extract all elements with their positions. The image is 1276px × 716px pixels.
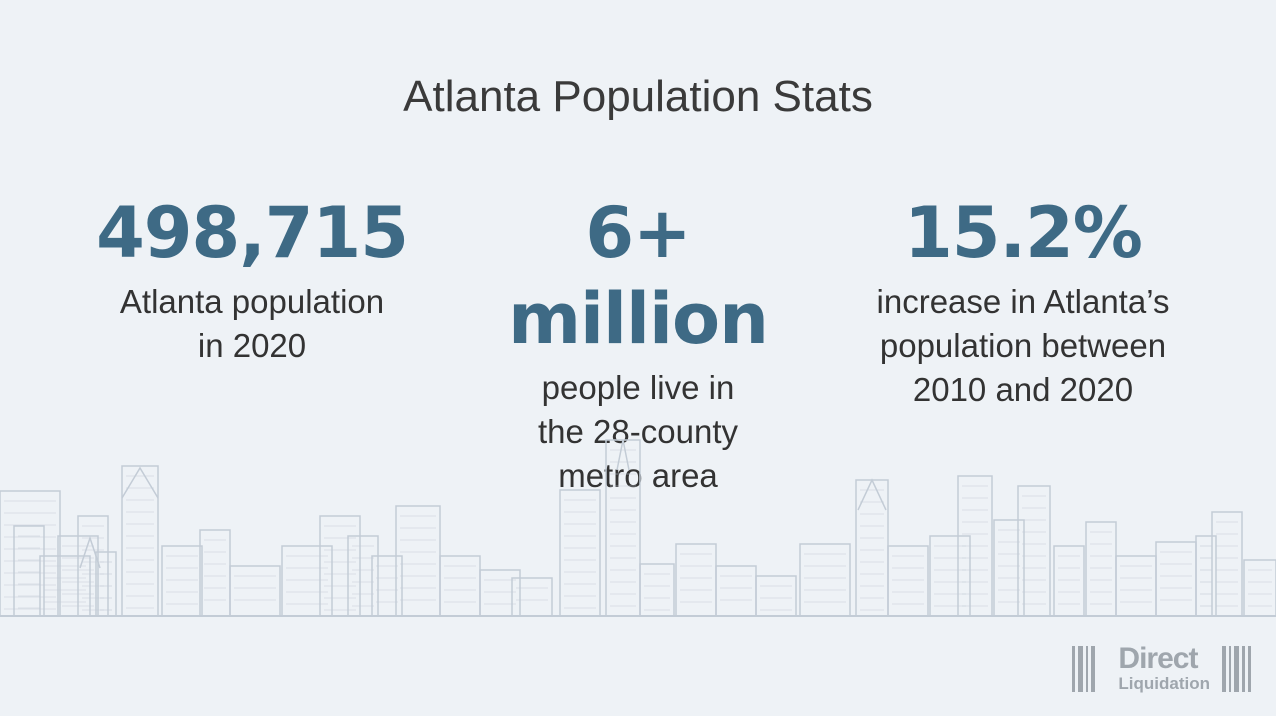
building-outline [439, 555, 481, 617]
building-outline [229, 565, 281, 617]
building-outline [1115, 555, 1157, 617]
building-outline [1085, 521, 1117, 617]
stat-value: 498,715 [96, 192, 409, 274]
stat-population-increase: 15.2% increase in Atlanta’s population b… [843, 190, 1203, 412]
logo-word-liquidation: Liquidation [1118, 674, 1210, 693]
building-outline [675, 543, 717, 617]
building-outline [1155, 541, 1197, 617]
building-outline [199, 529, 231, 617]
building-outline [639, 563, 675, 617]
page-title: Atlanta Population Stats [403, 72, 873, 121]
city-skyline-illustration [0, 439, 1276, 617]
building-outline [161, 545, 203, 617]
building-outline [993, 519, 1025, 617]
building-outline [929, 535, 971, 617]
building-outline [511, 577, 553, 617]
building-outline [887, 545, 929, 617]
spire-outline [121, 466, 159, 499]
building-outline [95, 551, 117, 617]
spire-outline [616, 439, 630, 471]
stat-value: 15.2% [904, 192, 1143, 274]
building-outline [559, 489, 601, 617]
spire-outline [857, 478, 887, 511]
building-outline [347, 535, 379, 617]
building-outline [605, 439, 641, 617]
building-outline [1195, 535, 1217, 617]
stat-metro-population: 6+ million people live in the 28-county … [458, 190, 818, 498]
building-outline [371, 555, 403, 617]
barcode-logo-icon [1072, 646, 1251, 692]
logo-word-direct: Direct [1118, 642, 1198, 675]
stat-description: people live in the 28-county metro area [538, 369, 738, 494]
stat-description: increase in Atlanta’s population between… [876, 283, 1170, 408]
stat-value: 6+ million [508, 192, 769, 360]
stat-population-2020: 498,715 Atlanta population in 2020 [72, 190, 432, 368]
building-outline [855, 479, 889, 617]
building-outline [715, 565, 757, 617]
building-outline [479, 569, 521, 617]
building-outline [1053, 545, 1085, 617]
stat-description: Atlanta population in 2020 [119, 283, 385, 364]
building-outline [1243, 559, 1276, 617]
building-outline [799, 543, 851, 617]
building-outline [319, 515, 361, 617]
building-outline [281, 545, 333, 617]
spire-outline [79, 535, 101, 569]
building-outline [1017, 485, 1051, 617]
